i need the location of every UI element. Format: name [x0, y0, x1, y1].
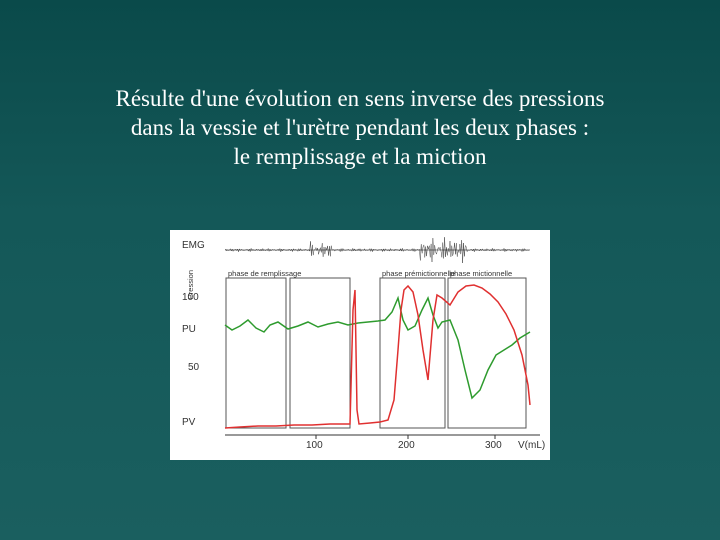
x-tick-label: 300 [485, 440, 502, 451]
emg-label: EMG [182, 240, 205, 251]
x-tick-label: 200 [398, 440, 415, 451]
pv-label: PV [182, 417, 196, 428]
x-tick-label: 100 [306, 440, 323, 451]
phase-boxes: phase de remplissage phase prémictionnell… [226, 269, 526, 428]
y-tick-100: 100 [182, 292, 199, 303]
urodynamic-chart: EMG Pression 100 PU 50 PV phase de rempl… [170, 230, 550, 460]
title-line-2: dans la vessie et l'urètre pendant les d… [8, 114, 712, 143]
phase-box-mictionnelle [448, 278, 526, 428]
title-block: Résulte d'une évolution en sens inverse … [0, 85, 720, 171]
phase-label-remplissage-a: phase de remplissage [228, 269, 301, 278]
title-line-3: le remplissage et la miction [8, 143, 712, 172]
pu-curve [225, 298, 530, 398]
x-ticks: 100 200 300 [306, 435, 502, 451]
pv-curve [225, 285, 530, 428]
phase-box-remplissage-a [226, 278, 286, 428]
x-unit-label: V(mL) [518, 440, 545, 451]
pu-label: PU [182, 324, 196, 335]
phase-box-remplissage-b [290, 278, 350, 428]
y-tick-50: 50 [188, 362, 200, 373]
title-line-1: Résulte d'une évolution en sens inverse … [8, 85, 712, 114]
phase-label-premictionnelle: phase prémictionnelle [382, 269, 455, 278]
phase-box-premictionnelle [380, 278, 445, 428]
chart-container: EMG Pression 100 PU 50 PV phase de rempl… [170, 230, 550, 460]
phase-label-mictionnelle: phase mictionnelle [450, 269, 512, 278]
